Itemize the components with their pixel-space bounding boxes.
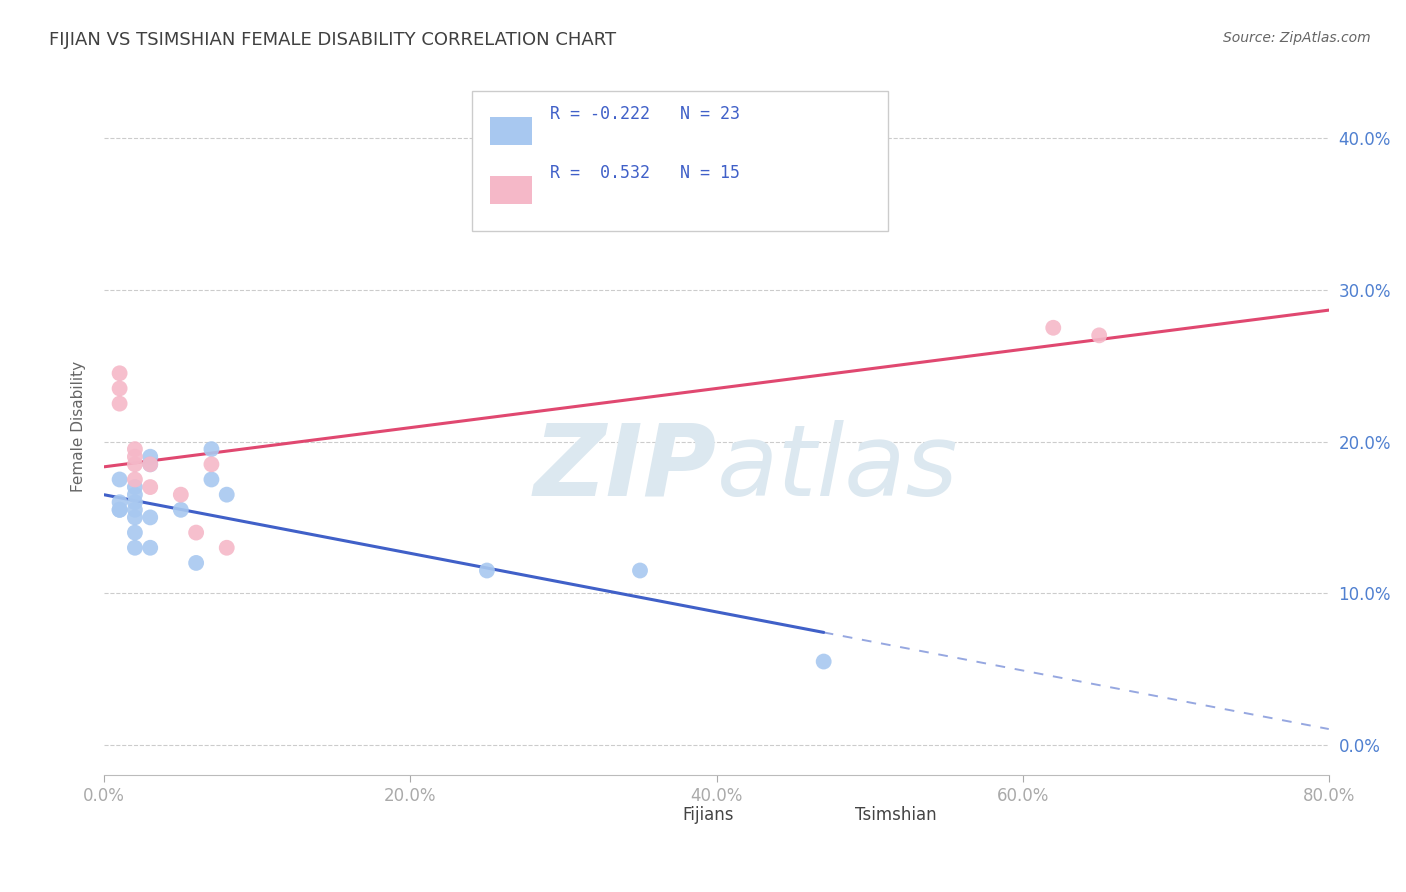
Point: [124, 525, 146, 540]
Text: Fijians: Fijians: [682, 806, 734, 824]
Point: [108, 503, 131, 517]
Point: [200, 458, 222, 472]
Point: [124, 473, 146, 487]
Point: [1042, 320, 1064, 334]
Point: [184, 556, 207, 570]
Bar: [491, 117, 531, 145]
Y-axis label: Female Disability: Female Disability: [72, 361, 86, 492]
Point: [184, 525, 207, 540]
Point: [139, 480, 162, 494]
Point: [124, 541, 146, 555]
Point: [124, 495, 146, 509]
Point: [200, 473, 222, 487]
Bar: [637, 805, 673, 832]
Point: [124, 503, 146, 517]
Point: [139, 541, 162, 555]
Point: [124, 458, 146, 472]
Point: [139, 458, 162, 472]
Point: [108, 366, 131, 380]
Bar: [491, 177, 531, 204]
Text: ZIP: ZIP: [533, 420, 717, 516]
Point: [124, 450, 146, 464]
Point: [1088, 328, 1111, 343]
Point: [108, 503, 131, 517]
Text: Tsimshian: Tsimshian: [855, 806, 936, 824]
Text: R = -0.222   N = 23: R = -0.222 N = 23: [550, 105, 740, 123]
Point: [139, 450, 162, 464]
Text: R =  0.532   N = 15: R = 0.532 N = 15: [550, 164, 740, 182]
Point: [170, 503, 193, 517]
Point: [200, 442, 222, 457]
Point: [124, 480, 146, 494]
Point: [124, 488, 146, 502]
Text: Source: ZipAtlas.com: Source: ZipAtlas.com: [1223, 31, 1371, 45]
Point: [813, 655, 835, 669]
Point: [139, 510, 162, 524]
Point: [170, 488, 193, 502]
Point: [475, 564, 498, 578]
Point: [124, 442, 146, 457]
Point: [628, 564, 651, 578]
Point: [139, 458, 162, 472]
Point: [124, 510, 146, 524]
Point: [108, 396, 131, 410]
Point: [215, 488, 238, 502]
Point: [108, 473, 131, 487]
Point: [108, 495, 131, 509]
Text: atlas: atlas: [717, 420, 957, 516]
Bar: [808, 805, 845, 832]
Text: FIJIAN VS TSIMSHIAN FEMALE DISABILITY CORRELATION CHART: FIJIAN VS TSIMSHIAN FEMALE DISABILITY CO…: [49, 31, 616, 49]
Point: [108, 381, 131, 395]
FancyBboxPatch shape: [471, 91, 889, 231]
Point: [215, 541, 238, 555]
